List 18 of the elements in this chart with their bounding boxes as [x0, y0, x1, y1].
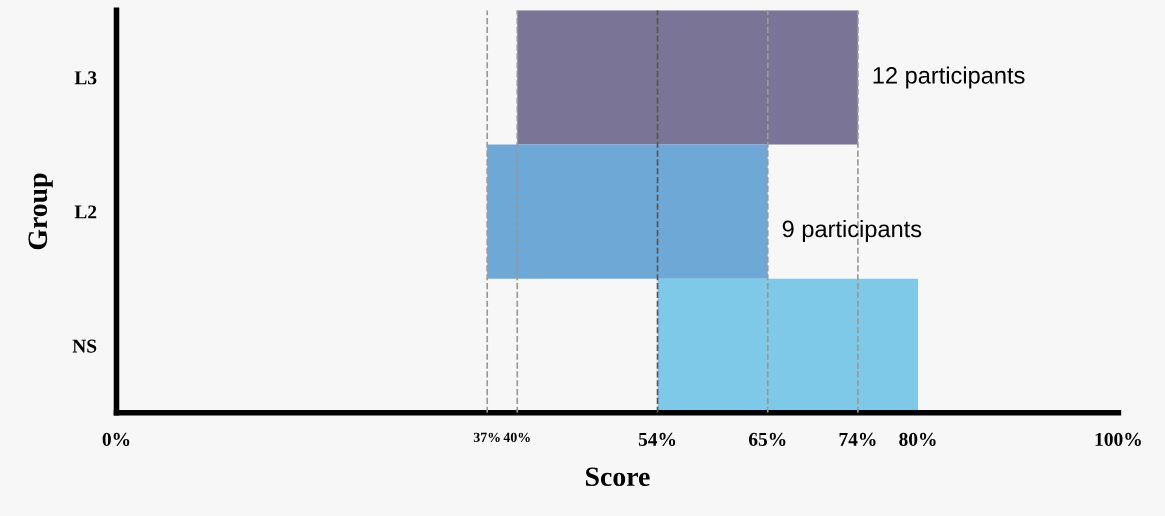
y-tick-label: L2: [74, 205, 97, 219]
annotation: 12 participants: [873, 66, 1025, 89]
x-tick-label: 100%: [1095, 432, 1141, 446]
bar: [657, 278, 919, 413]
x-tick-label: 0%: [102, 432, 130, 446]
x-tick-label: 37%: [473, 432, 500, 443]
y-tick-label: L3: [74, 71, 97, 85]
annotation: 9 participants: [782, 220, 922, 243]
x-tick-label: 65%: [748, 432, 786, 446]
x-tick-label: 80%: [899, 432, 936, 446]
bar: [487, 144, 768, 279]
x-axis-title: Score: [586, 467, 650, 487]
x-tick-label: 54%: [638, 432, 676, 446]
y-tick-label: NS: [72, 339, 97, 353]
bar: [517, 10, 858, 145]
x-tick-label: 40%: [503, 432, 530, 443]
y-axis-title: Group: [28, 173, 53, 250]
x-tick-label: 74%: [839, 432, 876, 446]
